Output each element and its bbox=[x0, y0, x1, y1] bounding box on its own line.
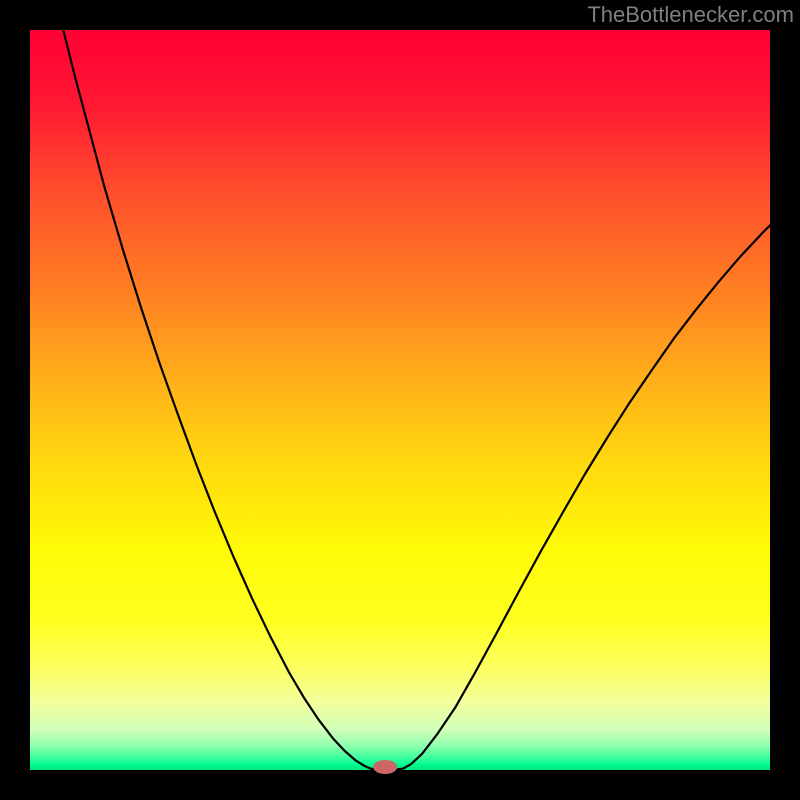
plot-background bbox=[30, 30, 770, 770]
optimal-point-marker bbox=[373, 760, 397, 774]
chart-root: TheBottlenecker.com bbox=[0, 0, 800, 800]
bottleneck-curve-chart bbox=[0, 0, 800, 800]
watermark-text: TheBottlenecker.com bbox=[587, 2, 794, 28]
